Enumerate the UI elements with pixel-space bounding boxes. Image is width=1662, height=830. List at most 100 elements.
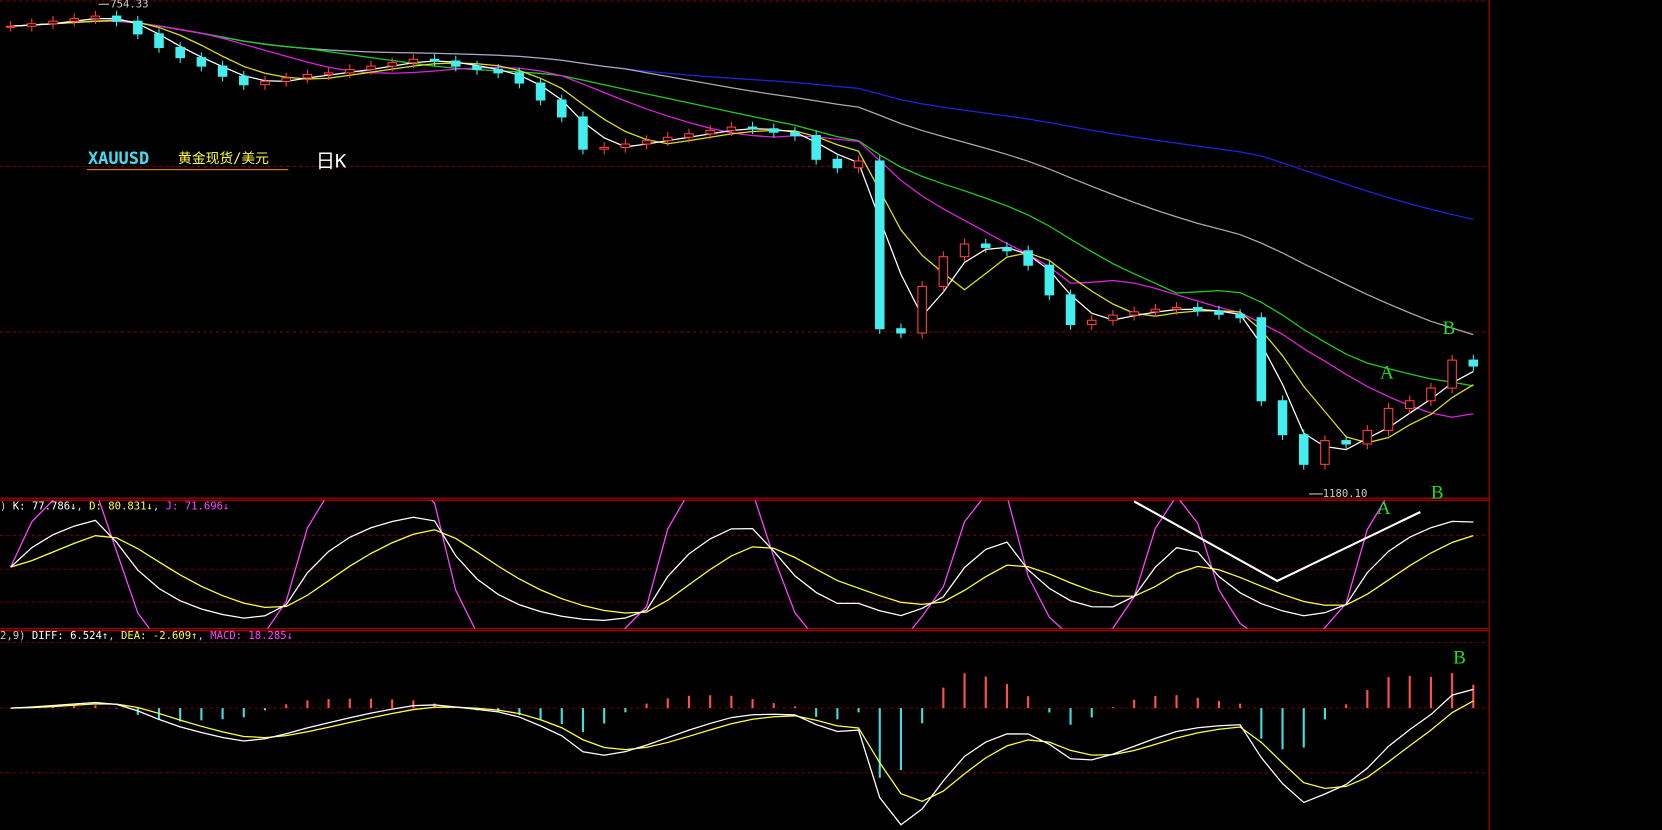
low-label: 1180.10 <box>1323 488 1368 500</box>
candle-body <box>90 15 101 20</box>
candle-body <box>599 146 609 150</box>
annotation: A <box>1377 498 1391 519</box>
candle-body <box>260 80 270 86</box>
symbol: XAUUSD <box>88 148 149 168</box>
high-label: 754.33 <box>110 0 148 10</box>
annotation: B <box>1443 318 1456 339</box>
candle-body <box>1298 434 1309 465</box>
legend-j: J: 71.696↓ <box>166 501 230 513</box>
candle-body <box>472 65 482 71</box>
candle-body <box>578 116 588 150</box>
candle-body <box>429 58 440 62</box>
candle-body <box>768 128 779 133</box>
candle-body <box>366 65 376 71</box>
candle-body <box>133 20 143 35</box>
candle-body <box>493 68 503 74</box>
price-panel <box>5 10 1479 470</box>
annotation: A <box>1380 363 1394 384</box>
macd-panel <box>10 673 1475 826</box>
candle-body <box>27 23 37 27</box>
candle-body <box>684 133 694 138</box>
annotation: B <box>1453 648 1466 669</box>
candle-body <box>747 126 758 130</box>
macd-diff <box>10 688 1474 826</box>
candle-body <box>1320 440 1330 465</box>
candle-body <box>938 256 949 287</box>
moving-average <box>10 20 1474 387</box>
moving-average <box>10 19 1474 444</box>
candle-body <box>620 143 631 148</box>
candle-body <box>1044 264 1055 296</box>
candle-body <box>1404 400 1415 409</box>
candle-body <box>175 46 185 59</box>
legend-dea: DEA: -2.609↑ <box>121 630 197 642</box>
candle-body <box>662 136 673 142</box>
macd-legend: 2,9) DIFF: 6.524↑, DEA: -2.609↑, MACD: 1… <box>0 630 293 642</box>
candle-body <box>302 74 313 79</box>
candle-body <box>239 75 249 86</box>
kdj-legend: ) K: 77.786↓, D: 80.831↓, J: 71.696↓ <box>0 501 229 513</box>
candle-body <box>1171 307 1182 310</box>
candle-body <box>1214 310 1224 315</box>
kdj-k <box>10 516 1474 621</box>
candle-body <box>345 68 355 74</box>
candle-body <box>154 33 164 48</box>
candle-body <box>1002 246 1012 252</box>
macd-dea <box>10 700 1474 803</box>
candle-body <box>514 72 525 84</box>
legend-d: D: 80.831↓ <box>89 501 153 513</box>
candle-body <box>387 62 397 67</box>
symbol-name: 黄金现货/美元 <box>178 150 269 167</box>
candle-body <box>196 57 207 67</box>
candle-body <box>726 126 737 132</box>
annotation: B <box>1431 482 1444 503</box>
panel-borders <box>0 0 1490 830</box>
candle-body <box>705 129 715 135</box>
candle-body <box>69 18 79 22</box>
candle-body <box>811 135 821 160</box>
candle-body <box>557 99 567 118</box>
candle-body <box>1235 313 1245 319</box>
kdj-panel <box>10 500 1474 629</box>
candle-body <box>281 77 291 82</box>
candle-body <box>790 131 800 137</box>
candle-body <box>1383 407 1394 431</box>
period: 日K <box>316 151 347 173</box>
candle-body <box>1426 387 1436 402</box>
legend-k: K: 77.786↓ <box>13 501 77 513</box>
legend-prefix: 2,9) <box>0 630 25 642</box>
candle-body <box>1277 400 1288 436</box>
candle-body <box>959 243 970 258</box>
candle-body <box>1447 359 1457 389</box>
candle-body <box>1256 317 1267 402</box>
kdj-j <box>10 500 1386 629</box>
candle-body <box>1150 308 1161 313</box>
kdj-d <box>10 529 1474 614</box>
candle-body <box>1341 440 1351 445</box>
grid <box>0 0 1490 774</box>
moving-average <box>10 18 1474 451</box>
candle-body <box>641 140 652 145</box>
candle-body <box>896 328 906 334</box>
candle-body <box>853 160 864 169</box>
candle-body <box>874 160 885 330</box>
candle-body <box>1362 429 1373 445</box>
candle-body <box>5 25 16 28</box>
candle-body <box>917 285 927 334</box>
candle-body <box>535 82 546 101</box>
candle-body <box>1023 250 1033 266</box>
candle-body <box>832 158 843 169</box>
candle-body <box>1086 319 1097 326</box>
moving-average <box>10 20 1474 418</box>
legend-macd: MACD: 18.285↓ <box>210 630 293 642</box>
candle-body <box>48 20 58 25</box>
candle-body <box>1192 307 1203 312</box>
candle-body <box>1129 311 1139 316</box>
legend-diff: DIFF: 6.524↑ <box>32 630 108 642</box>
candle-body <box>323 72 334 76</box>
candle-body <box>980 243 991 248</box>
candle-body <box>1065 294 1076 326</box>
legend-prefix: ) <box>0 501 6 513</box>
